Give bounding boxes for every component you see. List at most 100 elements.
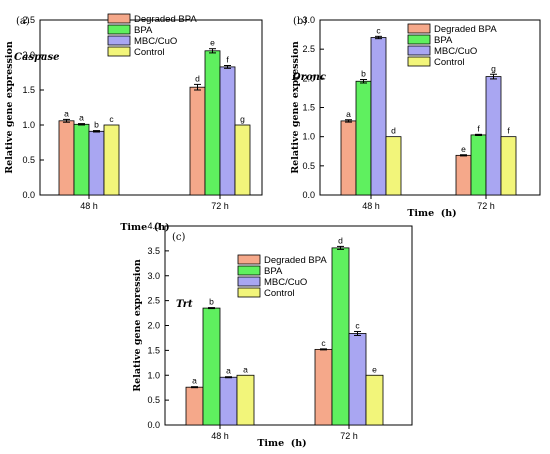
panel-b-legend-label: MBC/CuO bbox=[434, 46, 477, 57]
panel-a-y-tick-label: 1.0 bbox=[22, 120, 35, 130]
panel-a-y-axis-label: Relative gene expression bbox=[4, 41, 15, 174]
panel-a-significance-letter: f bbox=[226, 55, 229, 65]
panel-b-label: (b) bbox=[293, 16, 307, 27]
panel-c-bar bbox=[219, 376, 238, 426]
panel-a-significance-letter: b bbox=[94, 120, 99, 130]
panel-b-y-tick-label: 1.0 bbox=[302, 132, 315, 142]
panel-b-bar bbox=[355, 80, 372, 196]
panel-a-x-tick-label: 72 h bbox=[211, 201, 229, 211]
panel-c-significance-letter: a bbox=[192, 376, 197, 386]
panel-b-y-tick-label: 2.0 bbox=[302, 73, 315, 83]
panel-a-significance-letter: g bbox=[240, 114, 245, 124]
panel-c-y-tick-label: 2.0 bbox=[147, 321, 160, 331]
panel-a-x-tick-label: 48 h bbox=[80, 201, 98, 211]
panel-b-significance-letter: c bbox=[376, 25, 381, 35]
panel-b-legend-label: BPA bbox=[434, 35, 453, 46]
panel-c-significance-letter: d bbox=[338, 235, 343, 245]
panel-a-legend-label: MBC/CuO bbox=[134, 36, 177, 47]
panel-a-bar bbox=[204, 50, 221, 196]
panel-a-bar bbox=[88, 130, 105, 196]
panel-c-bar bbox=[202, 307, 221, 426]
panel-c-legend-label: Degraded BPA bbox=[264, 255, 327, 266]
panel-c-significance-letter: c bbox=[321, 338, 326, 348]
panel-b-legend-label: Degraded BPA bbox=[434, 24, 497, 35]
panel-c-y-tick-label: 3.0 bbox=[147, 271, 160, 281]
panel-b-bar bbox=[500, 136, 517, 196]
panel-a-y-tick-label: 0.0 bbox=[22, 190, 35, 200]
panel-a-bar bbox=[219, 66, 236, 196]
panel-a-legend-swatch bbox=[107, 35, 131, 46]
panel-c-x-axis-label: Time (h) bbox=[257, 438, 306, 449]
panel-b-x-tick-label: 48 h bbox=[362, 201, 380, 211]
panel-b-bar bbox=[470, 134, 487, 196]
panel-c-legend-label: BPA bbox=[264, 266, 283, 277]
panel-c-y-tick-label: 0.0 bbox=[147, 420, 160, 430]
panel-c-y-tick-label: 1.0 bbox=[147, 370, 160, 380]
panel-a-legend-swatch bbox=[107, 46, 131, 57]
panel-c-bar bbox=[314, 348, 333, 426]
panel-a-significance-letter: d bbox=[195, 73, 200, 83]
panel-b-significance-letter: g bbox=[491, 63, 496, 73]
panel-c-y-tick-label: 1.5 bbox=[147, 345, 160, 355]
panel-b-bar bbox=[370, 37, 387, 196]
panel-b-x-tick-label: 72 h bbox=[477, 201, 495, 211]
panel-c-significance-letter: c bbox=[355, 320, 360, 330]
panel-b-significance-letter: e bbox=[461, 144, 466, 154]
panel-a-legend-label: Control bbox=[134, 47, 165, 58]
panel-b-legend-label: Control bbox=[434, 57, 465, 68]
panel-b-significance-letter: d bbox=[391, 126, 396, 136]
panel-b-x-axis-label: Time (h) bbox=[407, 208, 456, 219]
panel-b-legend-swatch bbox=[407, 34, 431, 45]
panel-c-bar bbox=[185, 386, 204, 426]
panel-a-significance-letter: a bbox=[79, 113, 84, 123]
panel-a-plot-frame bbox=[39, 19, 263, 196]
panel-a-x-axis-label: Time (h) bbox=[120, 222, 169, 233]
panel-a-y-tick-label: 1.5 bbox=[22, 85, 35, 95]
panel-c-legend-swatch bbox=[237, 287, 261, 298]
panel-c-y-tick-label: 0.5 bbox=[147, 395, 160, 405]
panel-b-legend-swatch bbox=[407, 56, 431, 67]
panel-a-y-tick-label: 2.0 bbox=[22, 50, 35, 60]
panel-a-bar bbox=[234, 124, 251, 196]
panel-c-significance-letter: a bbox=[243, 364, 248, 374]
panel-c-legend-swatch bbox=[237, 265, 261, 276]
panel-c-y-tick-label: 2.5 bbox=[147, 296, 160, 306]
panel-a-legend-label: BPA bbox=[134, 25, 153, 36]
panel-c-legend-swatch bbox=[237, 276, 261, 287]
panel-a-bar bbox=[58, 120, 75, 196]
panel-a-significance-letter: c bbox=[109, 114, 114, 124]
panel-c-y-axis-label: Relative gene expression bbox=[132, 259, 143, 392]
panel-a-significance-letter: a bbox=[64, 108, 69, 118]
panel-b-bar bbox=[340, 120, 357, 196]
panel-c-bar bbox=[365, 374, 384, 426]
panel-c-legend-label: MBC/CuO bbox=[264, 277, 307, 288]
panel-c-y-tick-label: 3.5 bbox=[147, 246, 160, 256]
panel-a-gene-name: Caspase bbox=[14, 52, 60, 63]
panel-b-y-tick-label: 0.0 bbox=[302, 190, 315, 200]
panel-c-bar bbox=[236, 374, 255, 426]
panel-b-significance-letter: f bbox=[507, 126, 510, 136]
panel-b-y-tick-label: 0.5 bbox=[302, 161, 315, 171]
panel-b-significance-letter: f bbox=[477, 123, 480, 133]
panel-c-legend-swatch bbox=[237, 254, 261, 265]
panel-a-legend-swatch bbox=[107, 13, 131, 24]
panel-a-legend-label: Degraded BPA bbox=[134, 14, 197, 25]
panel-a-bar bbox=[189, 86, 206, 196]
panel-c-gene-name: Trt bbox=[176, 299, 193, 310]
panel-a-y-tick-label: 2.5 bbox=[22, 15, 35, 25]
panel-b-y-axis-label: Relative gene expression bbox=[290, 41, 301, 174]
panel-b-y-tick-label: 2.5 bbox=[302, 44, 315, 54]
panel-b-gene-name: Dronc bbox=[291, 72, 326, 83]
panel-c-bar bbox=[331, 247, 350, 426]
panel-a-y-tick-label: 0.5 bbox=[22, 155, 35, 165]
panel-b-legend-swatch bbox=[407, 45, 431, 56]
panel-c-significance-letter: a bbox=[226, 366, 231, 376]
panel-b-y-tick-label: 3.0 bbox=[302, 15, 315, 25]
panel-b-bar bbox=[485, 76, 502, 196]
panel-c-x-tick-label: 72 h bbox=[340, 431, 358, 441]
panel-c-bar bbox=[348, 333, 367, 426]
panel-c-y-tick-label: 4.0 bbox=[147, 221, 160, 231]
panel-a-legend-swatch bbox=[107, 24, 131, 35]
panel-a-significance-letter: e bbox=[210, 38, 215, 48]
